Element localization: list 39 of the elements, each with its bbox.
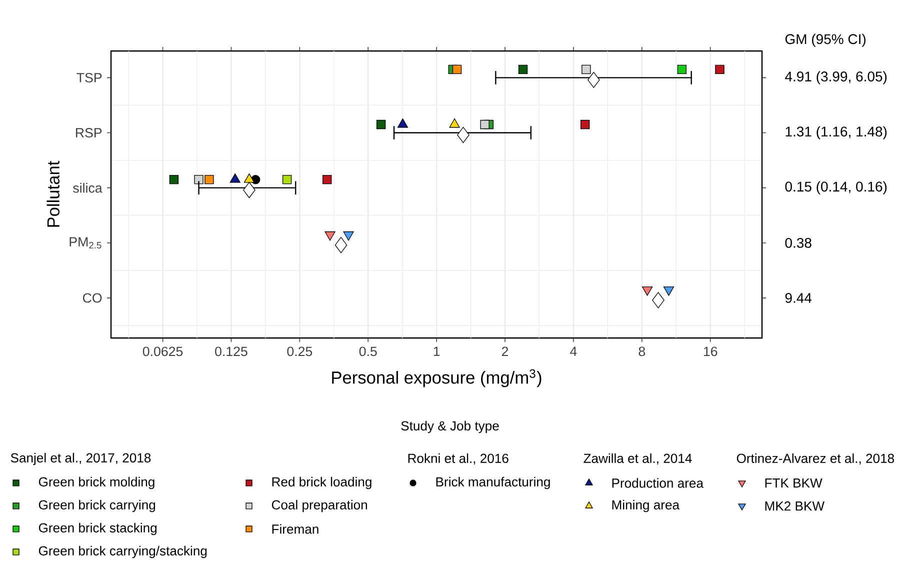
text: 0.38 (785, 238, 812, 248)
text: Zawilla et al., 2014 (584, 453, 692, 465)
x-tick-label: 2 (502, 346, 508, 356)
legend-title: Study & Job type (401, 420, 499, 434)
legend-label: Green brick carrying/stacking (38, 546, 207, 558)
text: 0.15 (0.14, 0.16) (785, 181, 887, 194)
x-tick-label: 16 (704, 346, 718, 356)
legend-label: Red brick loading (272, 476, 372, 490)
x-tick-label: 0.5 (359, 346, 377, 356)
legend-label: Green brick stacking (38, 522, 157, 536)
x-tick-label: 4 (570, 346, 577, 356)
x-tick-label: 0.125 (215, 346, 248, 356)
legend-label: Coal preparation (272, 500, 368, 512)
y-tick-label: CO (82, 293, 102, 303)
legend-label: MK2 BKW (765, 501, 824, 511)
text: Sanjel et al., 2017, 2018 (10, 452, 151, 466)
x-tick-label: 8 (638, 346, 646, 356)
text: 1.31 (1.16, 1.48) (786, 126, 887, 140)
y-tick-label: RSP (76, 128, 102, 138)
text: Rokni et al., 2016 (408, 453, 508, 465)
legend-label: Green brick molding (38, 476, 154, 490)
x-tick-label: 0.0625 (142, 346, 183, 356)
y-axis-title: Pollutant (46, 160, 60, 227)
legend-label: Fireman (272, 524, 318, 534)
y-tick-label: silica (73, 182, 102, 193)
text: 9.44 (785, 293, 812, 303)
text: GM (95% CI) (785, 34, 866, 47)
legend-label: FTK BKW (765, 478, 822, 488)
text: Ortinez-Alvarez et al., 2018 (736, 453, 894, 465)
x-tick-label: 1 (434, 346, 440, 356)
x-tick-label: 0.25 (287, 346, 312, 356)
legend-label: Production area (612, 478, 704, 488)
x-axis-title: Personal exposure (mg/m$^{3}$) (332, 369, 542, 388)
legend-label: Mining area (612, 500, 680, 512)
legend-label: Brick manufacturing (436, 476, 550, 490)
text: 4.91 (3.99, 6.05) (785, 71, 887, 84)
legend-label: Green brick carrying (38, 500, 156, 512)
y-tick-label: PM$_{2.5}$ (70, 237, 102, 249)
y-tick-label: TSP (76, 72, 102, 82)
